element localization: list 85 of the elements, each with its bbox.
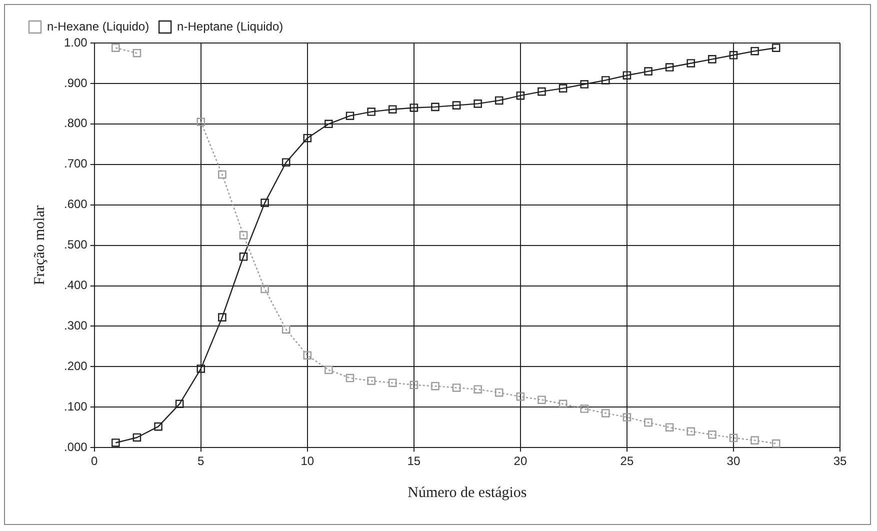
x-tick-label: 35	[833, 454, 847, 468]
point	[112, 44, 120, 52]
point	[750, 436, 759, 444]
y-tick-label: .200	[64, 358, 88, 373]
point	[452, 384, 461, 392]
point	[410, 104, 418, 112]
point	[602, 409, 610, 418]
point	[538, 87, 546, 96]
point	[474, 385, 482, 394]
point	[686, 427, 696, 436]
x-tick-label: 30	[726, 454, 740, 468]
point	[686, 59, 696, 68]
point	[112, 438, 120, 447]
y-tick-label: 1.00	[64, 35, 88, 50]
point	[516, 392, 525, 401]
point	[346, 374, 354, 382]
point	[750, 46, 759, 56]
y-axis-title: Fração molar	[32, 206, 48, 286]
y-tick-label: .600	[64, 197, 88, 212]
point	[729, 51, 738, 60]
point	[580, 404, 588, 413]
point	[367, 108, 376, 116]
point	[708, 430, 716, 439]
x-tick-label: 0	[91, 454, 98, 468]
point	[239, 231, 248, 240]
y-tick-label: .000	[64, 440, 88, 454]
point	[175, 400, 184, 408]
point	[367, 376, 376, 385]
point	[303, 134, 312, 142]
y-tick-label: .900	[64, 76, 88, 90]
legend-label: n-Hexane (Liquido)	[47, 19, 150, 34]
point	[431, 382, 440, 390]
point	[388, 378, 397, 387]
point	[410, 380, 418, 390]
point	[580, 80, 588, 88]
x-tick-label: 25	[620, 454, 634, 468]
point	[196, 364, 206, 373]
y-tick-label: .800	[64, 116, 88, 130]
point	[602, 76, 610, 84]
point	[239, 252, 248, 261]
x-axis-title: Número de estágios	[408, 484, 527, 501]
point	[154, 422, 162, 431]
point	[622, 71, 632, 80]
x-tick-label: 20	[514, 454, 528, 468]
point	[303, 351, 312, 360]
point	[538, 396, 546, 404]
point	[282, 325, 290, 334]
point	[558, 84, 568, 92]
point	[388, 105, 397, 114]
y-tick-label: .300	[64, 318, 88, 333]
y-tick-label: .400	[64, 278, 88, 292]
point	[558, 400, 568, 408]
point	[132, 433, 142, 442]
point	[282, 158, 290, 166]
point	[772, 439, 780, 448]
x-tick-label: 15	[407, 454, 421, 468]
point	[218, 313, 226, 322]
point	[431, 102, 440, 112]
y-tick-label: .500	[64, 238, 88, 252]
point	[644, 67, 652, 76]
point	[665, 423, 674, 432]
point	[218, 170, 226, 179]
y-tick-label: .100	[64, 399, 88, 414]
point	[260, 198, 269, 207]
x-tick-label: 5	[198, 454, 205, 468]
point	[474, 100, 482, 108]
point	[772, 44, 780, 52]
y-tick-label: .700	[64, 156, 88, 171]
point	[324, 120, 333, 128]
point	[516, 91, 525, 100]
point	[452, 101, 461, 110]
point	[324, 366, 333, 374]
legend-label: n-Heptane (Liquido)	[177, 19, 284, 34]
point	[196, 118, 206, 126]
point	[260, 284, 269, 294]
point	[665, 63, 674, 72]
point	[346, 112, 354, 120]
point	[644, 418, 652, 427]
point	[729, 434, 738, 442]
point	[622, 413, 632, 422]
point	[495, 96, 504, 105]
point	[708, 55, 716, 64]
point	[495, 388, 504, 397]
x-tick-label: 10	[300, 454, 314, 468]
point	[132, 48, 142, 58]
